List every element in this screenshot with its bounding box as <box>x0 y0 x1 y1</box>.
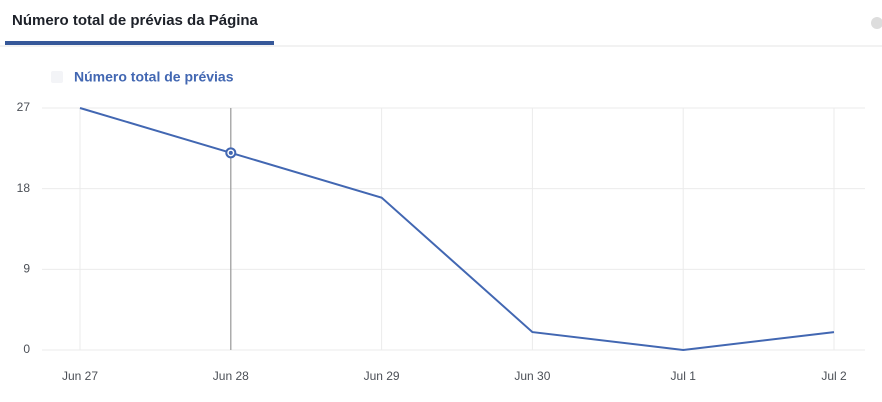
line <box>79 107 835 352</box>
y-tick-label: 9 <box>23 262 30 276</box>
corner-icon <box>871 17 882 29</box>
tab-underline <box>5 41 274 45</box>
x-tick-label: Jun 30 <box>514 369 550 383</box>
y-tick-label: 18 <box>17 181 31 195</box>
tab-title[interactable]: Número total de prévias da Página <box>12 12 259 29</box>
legend-swatch <box>51 71 63 83</box>
y-tick-label: 27 <box>17 100 31 114</box>
legend-entry[interactable]: Número total de prévias <box>74 69 234 85</box>
x-tick-label: Jun 29 <box>364 369 400 383</box>
x-tick-label: Jul 2 <box>821 369 847 383</box>
x-tick-label: Jun 27 <box>62 369 98 383</box>
hover-point-core <box>228 150 233 155</box>
y-tick-label: 0 <box>23 342 30 356</box>
x-tick-label: Jul 1 <box>671 369 697 383</box>
x-tick-label: Jun 28 <box>213 369 249 383</box>
